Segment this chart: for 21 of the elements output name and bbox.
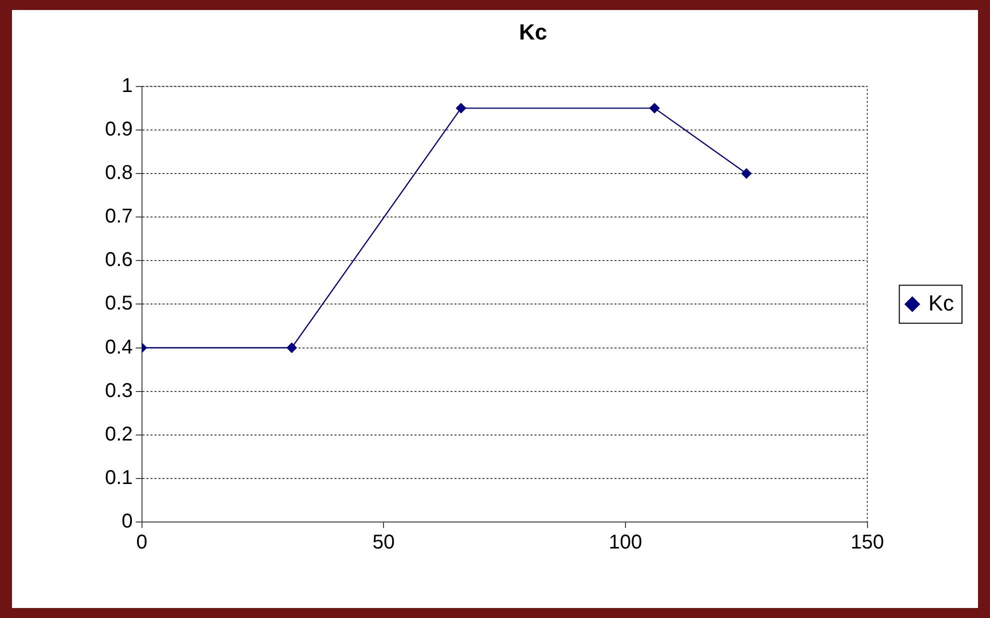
y-tick-label: 0.3 — [104, 380, 133, 402]
x-tick-label: 100 — [608, 532, 642, 554]
legend-label: Kc — [928, 290, 954, 316]
y-tick-label: 0.9 — [104, 118, 133, 140]
y-tick-label: 0.8 — [104, 162, 133, 184]
y-tick-label: 0.1 — [104, 466, 133, 489]
y-tick-label: 0.2 — [104, 423, 133, 446]
point — [456, 103, 466, 114]
y-tick-label: 1 — [122, 74, 133, 97]
x-tick-label: 50 — [372, 532, 395, 554]
chart-title: Kc — [518, 19, 548, 44]
x-tick-label: 150 — [850, 532, 884, 554]
y-tick-label: 0.4 — [104, 336, 133, 358]
y-tick-label: 0.6 — [104, 249, 133, 272]
x-tick-label: 0 — [136, 532, 148, 554]
point — [741, 168, 752, 179]
point — [286, 342, 297, 353]
y-tick-label: 0 — [122, 510, 133, 533]
y-tick-label: 0.7 — [104, 206, 133, 228]
y-tick-label: 0.5 — [104, 292, 133, 315]
point — [649, 103, 660, 114]
